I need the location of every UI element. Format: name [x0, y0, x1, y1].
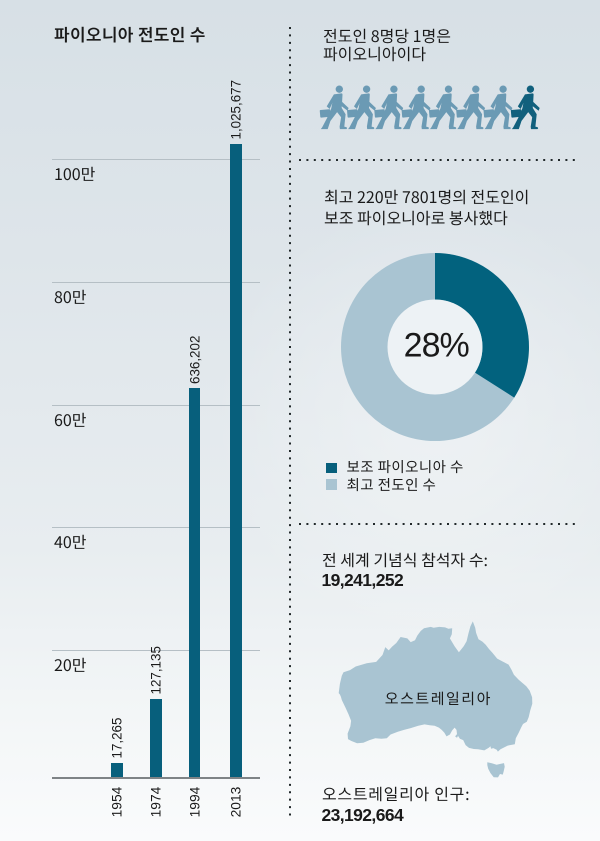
- svg-text:28%: 28%: [404, 327, 470, 365]
- svg-text:636,202: 636,202: [188, 336, 203, 384]
- svg-text:1994: 1994: [188, 786, 203, 817]
- svg-text:127,135: 127,135: [149, 646, 164, 694]
- svg-text:1,025,677: 1,025,677: [229, 80, 244, 140]
- svg-text:2013: 2013: [229, 786, 244, 817]
- svg-text:1954: 1954: [110, 786, 125, 817]
- svg-text:17,265: 17,265: [110, 718, 125, 759]
- svg-text:1974: 1974: [149, 786, 164, 817]
